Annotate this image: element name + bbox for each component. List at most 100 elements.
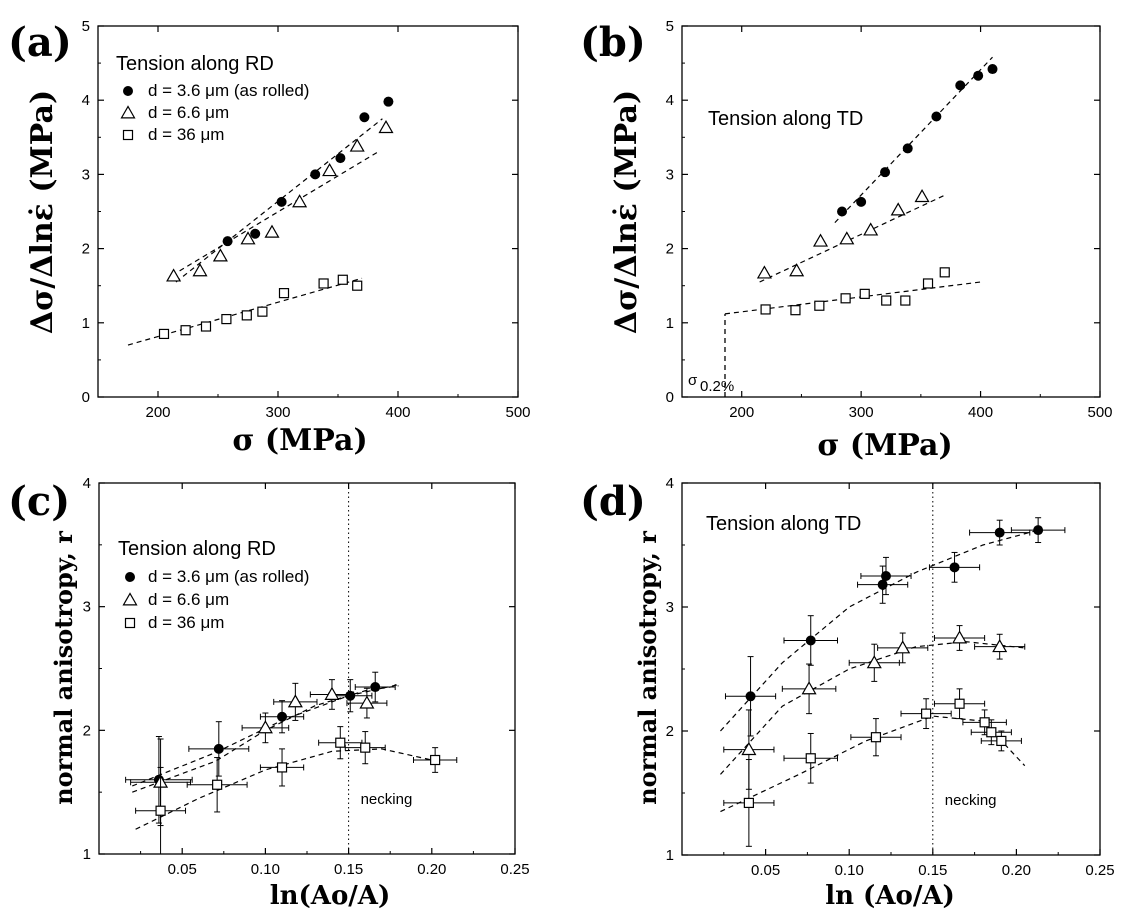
panel-d: (d) 0.05 0.10 0.15 0.20 0.25 1 2 3 4 ln (Ao/A) norm… [580, 475, 1115, 911]
data-point [813, 233, 829, 247]
x-tick-label: 0.20 [1002, 862, 1031, 879]
data-point [837, 206, 848, 217]
fit-line [720, 715, 1026, 813]
legend-marker [123, 86, 133, 96]
x-tick-label: 0.20 [417, 861, 446, 878]
data-point [276, 196, 287, 207]
x-tick-label: 0.15 [334, 861, 363, 878]
data-point [352, 280, 363, 291]
y-tick-label: 3 [83, 599, 91, 616]
data-point [741, 741, 757, 756]
x-tick-label: 500 [1087, 404, 1112, 421]
data-point [986, 727, 997, 738]
fit-line [724, 281, 981, 315]
y-tick-label: 2 [666, 723, 674, 740]
y-tick-label: 0 [82, 389, 90, 406]
data-point [192, 263, 208, 277]
data-point [345, 690, 356, 701]
y-tick-label: 2 [666, 241, 674, 258]
data-point [789, 263, 805, 277]
data-point [166, 268, 182, 282]
data-point [335, 737, 346, 748]
data-point [324, 686, 340, 700]
data-point [805, 753, 816, 764]
data-point [952, 630, 968, 644]
x-tick-label: 0.25 [500, 861, 529, 878]
data-point [760, 304, 771, 315]
data-point [914, 188, 930, 203]
legend-entry: d = 36 μm [148, 125, 224, 144]
data-point [222, 236, 233, 247]
data-point [987, 64, 998, 75]
fit-line [720, 641, 1025, 775]
data-point [856, 196, 867, 207]
y-tick-label: 4 [82, 92, 90, 109]
panel-heading: Tension along RD [118, 538, 276, 560]
data-point [378, 119, 394, 134]
legend-entry: d = 6.6 μm [148, 103, 229, 122]
panel-label: (c) [8, 478, 70, 525]
x-tick-label: 0.05 [168, 861, 197, 878]
y-tick-label: 4 [666, 92, 674, 109]
legend-entry: d = 6.6 μm [148, 590, 229, 609]
data-point [212, 248, 228, 262]
series-2 [135, 726, 458, 854]
plot-area [724, 56, 998, 397]
data-point [745, 691, 756, 702]
data-point [949, 562, 960, 573]
data-point [890, 202, 906, 216]
series-0 [720, 517, 1066, 737]
data-point [870, 732, 882, 743]
data-point [322, 162, 338, 177]
y-tick-label: 1 [82, 315, 90, 332]
data-point [213, 743, 224, 754]
data-point [840, 293, 851, 304]
data-point [359, 112, 370, 123]
data-point [954, 698, 965, 709]
x-tick-label: 0.10 [251, 861, 280, 878]
data-point [814, 300, 825, 311]
series-0 [834, 56, 998, 224]
data-point [859, 288, 870, 299]
data-point [276, 762, 288, 773]
panel-b: (b) 200 300 400 500 0 1 2 3 4 5 σ (MPa) Δσ/Δlnε̇ (MP… [580, 18, 1113, 463]
panel-heading: Tension along TD [708, 108, 863, 130]
series-2 [724, 267, 981, 316]
y-tick-label: 3 [82, 166, 90, 183]
data-point [863, 222, 879, 236]
legend-marker [125, 572, 135, 582]
fit-line [179, 151, 378, 272]
data-point [895, 640, 911, 654]
data-point [979, 717, 990, 728]
y-axis-label: normal anisotropy, r [49, 531, 78, 805]
data-point [994, 527, 1005, 538]
y-tick-label: 2 [83, 722, 91, 739]
x-tick-label: 0.05 [751, 862, 780, 879]
series-2 [127, 274, 363, 346]
legend-entry: d = 3.6 μm (as rolled) [148, 567, 309, 586]
data-point [922, 278, 934, 289]
necking-label: necking [361, 791, 413, 808]
y-tick-label: 5 [666, 18, 674, 35]
x-axis-label: ln(Ao/A) [270, 881, 391, 911]
legend-entry: d = 3.6 μm (as rolled) [148, 81, 309, 100]
x-tick-label: 300 [265, 404, 290, 421]
x-tick-label: 0.10 [835, 862, 864, 879]
y-axis-label: Δσ/Δlnε̇ (MPa) [609, 90, 644, 334]
x-tick-label: 200 [729, 404, 754, 421]
data-point [805, 635, 816, 646]
legend: d = 3.6 μm (as rolled) d = 6.6 μm d = 36 μ… [122, 567, 309, 632]
y-tick-label: 1 [83, 846, 91, 863]
fit-line [834, 56, 993, 224]
data-point [318, 278, 329, 289]
series-1 [130, 679, 399, 827]
fit-line [720, 529, 1039, 732]
data-point [180, 325, 191, 336]
legend-marker [120, 105, 136, 119]
legend-marker [122, 129, 134, 141]
data-point [881, 295, 892, 306]
data-point [790, 305, 801, 316]
fit-line [132, 685, 399, 793]
data-point [200, 321, 212, 332]
y-tick-label: 5 [82, 18, 90, 35]
